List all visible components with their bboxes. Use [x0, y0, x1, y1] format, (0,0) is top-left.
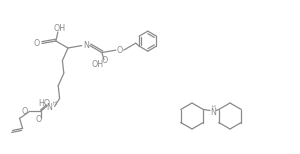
Text: O: O — [35, 115, 42, 124]
Text: N: N — [47, 103, 52, 112]
Text: O: O — [102, 56, 108, 65]
Text: O: O — [22, 107, 28, 116]
Text: O: O — [34, 39, 40, 48]
Text: O: O — [117, 46, 123, 55]
Text: HO: HO — [38, 99, 51, 108]
Text: N: N — [83, 41, 89, 50]
Text: H: H — [211, 105, 215, 110]
Text: H: H — [53, 101, 56, 106]
Text: OH: OH — [54, 24, 66, 32]
Text: N: N — [210, 108, 216, 117]
Text: OH: OH — [92, 60, 104, 69]
